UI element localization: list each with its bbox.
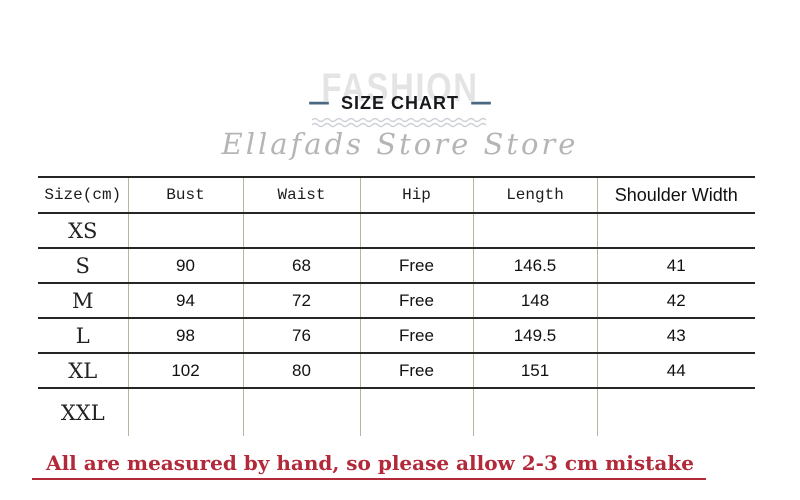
value-cell: Free <box>360 283 474 318</box>
wave-divider <box>0 116 800 134</box>
table-row: XXL <box>38 388 755 436</box>
column-header: Length <box>473 177 598 213</box>
table-row: M 94 72 Free 148 42 <box>38 283 755 318</box>
size-cell: L <box>38 318 129 353</box>
size-cell: XL <box>38 353 129 388</box>
value-cell: 44 <box>666 360 686 380</box>
column-header: Bust <box>128 177 244 213</box>
value-cell: 42 <box>666 290 686 310</box>
value-cell: 146.5 <box>473 248 598 283</box>
size-cell: S <box>38 248 129 283</box>
column-header: Waist <box>243 177 361 213</box>
wave-divider-icon <box>311 117 487 128</box>
value-cell <box>597 388 755 436</box>
title-row: — SIZE CHART — <box>0 90 800 115</box>
value-cell <box>128 213 244 248</box>
table-row: XL 102 80 Free 151 44 <box>38 353 755 388</box>
value-cell <box>360 213 474 248</box>
value-cell: 148 <box>473 283 598 318</box>
measurement-note: All are measured by hand, so please allo… <box>32 451 706 480</box>
value-cell <box>597 213 755 248</box>
fashion-watermark-text: FASHION <box>321 66 479 110</box>
value-cell: Free <box>360 353 474 388</box>
table-row: L 98 76 Free 149.5 43 <box>38 318 755 353</box>
value-cell: 102 <box>128 353 244 388</box>
size-cell: XS <box>38 213 129 248</box>
size-cell: M <box>38 283 129 318</box>
value-cell <box>128 388 244 436</box>
size-cell: XXL <box>38 388 129 436</box>
table-row: XS <box>38 213 755 248</box>
column-header: Size(cm) <box>38 177 129 213</box>
value-cell: 149.5 <box>473 318 598 353</box>
title-left-dash: — <box>308 90 330 115</box>
value-cell: 68 <box>243 248 361 283</box>
value-cell: 76 <box>243 318 361 353</box>
store-name: Ellafads Store Store <box>221 127 579 161</box>
value-cell: 151 <box>473 353 598 388</box>
size-table: Size(cm) Bust Waist Hip Length Shoulder Width… <box>38 176 755 436</box>
value-cell: 43 <box>666 325 686 345</box>
value-cell: 98 <box>128 318 244 353</box>
value-cell <box>243 388 361 436</box>
table-body: XS S 90 68 Free 146.5 41 M 94 72 Free 148 42 L 98 76 Fre… <box>38 213 755 436</box>
value-cell <box>243 213 361 248</box>
header: FASHION — SIZE CHART — Ellafads Store St… <box>0 0 800 176</box>
table-header-row: Size(cm) Bust Waist Hip Length Shoulder Width <box>38 177 755 213</box>
value-cell: Free <box>360 318 474 353</box>
value-cell <box>360 388 474 436</box>
title-right-dash: — <box>470 90 492 115</box>
value-cell: 90 <box>128 248 244 283</box>
value-cell: 80 <box>243 353 361 388</box>
value-cell: Free <box>360 248 474 283</box>
value-cell: 41 <box>666 255 686 275</box>
value-cell: 72 <box>243 283 361 318</box>
value-cell: 94 <box>128 283 244 318</box>
column-header: Shoulder Width <box>614 184 738 205</box>
footnote-row: All are measured by hand, so please allo… <box>0 451 800 480</box>
column-header: Hip <box>360 177 474 213</box>
table-row: S 90 68 Free 146.5 41 <box>38 248 755 283</box>
page-title: SIZE CHART <box>341 93 459 113</box>
value-cell <box>473 213 598 248</box>
value-cell <box>473 388 598 436</box>
